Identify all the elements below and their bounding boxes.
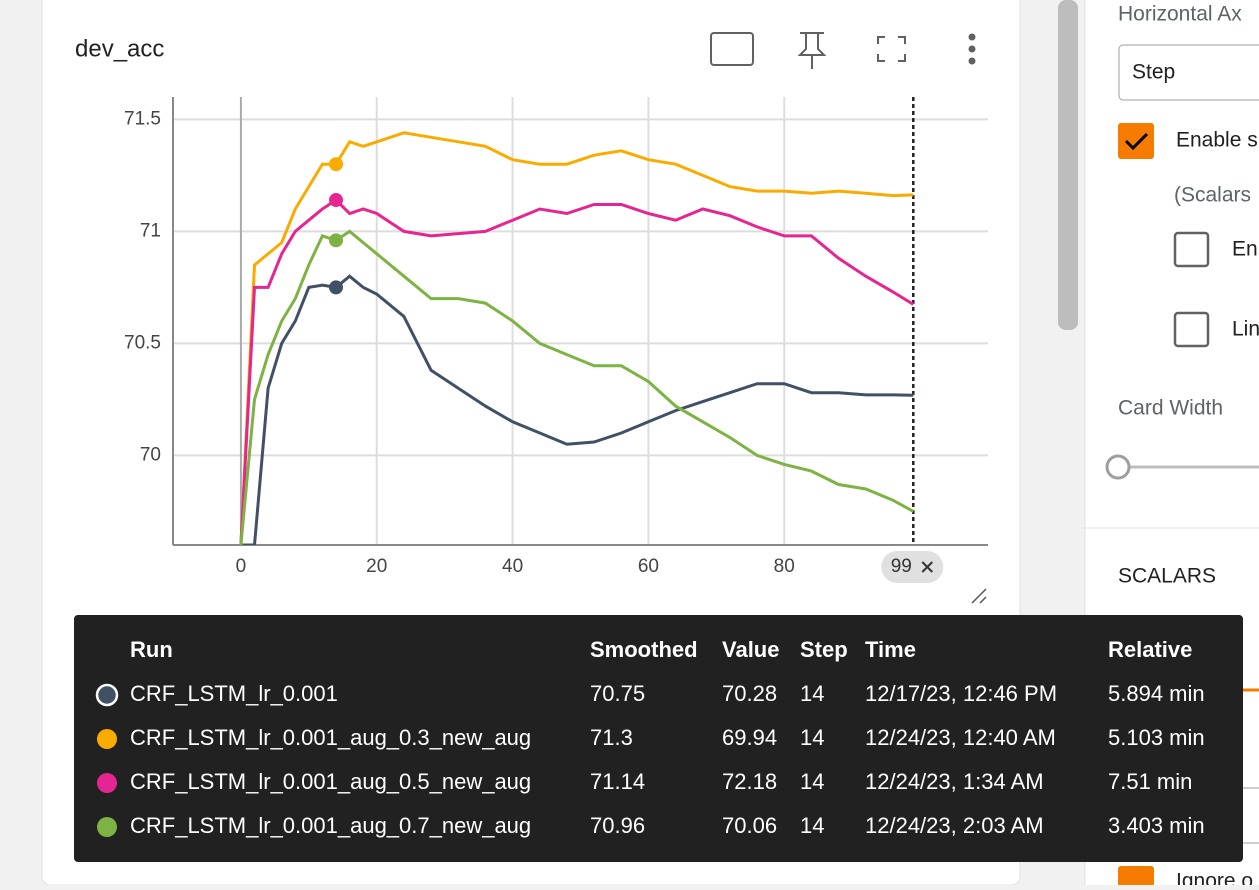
- checkbox-label: Ignore o: [1176, 870, 1253, 885]
- select[interactable]: [1118, 44, 1259, 101]
- x-tick-label: 80: [774, 556, 795, 577]
- run-swatch: [97, 773, 117, 793]
- tooltip-cell: 72.18: [722, 769, 777, 794]
- y-tick-label: 71.5: [124, 108, 161, 129]
- card-toolbar[interactable]: [710, 32, 976, 69]
- tooltip-cell: 70.75: [590, 681, 645, 706]
- run-swatch: [97, 817, 117, 837]
- series-line: [239, 198, 915, 545]
- y-tick-label: 71: [140, 220, 161, 241]
- tooltip-cell: 71.3: [590, 725, 633, 750]
- tooltip-box: [74, 615, 1243, 862]
- setting-label: Card Width: [1118, 397, 1223, 420]
- x-tick-label: 60: [638, 556, 659, 577]
- series-line: [239, 229, 915, 545]
- hover-dot: [329, 280, 343, 295]
- tooltip-cell: 14: [800, 813, 824, 838]
- tooltip-cell: 12/24/23, 12:40 AM: [865, 725, 1056, 750]
- tooltip-cell: 70.96: [590, 813, 645, 838]
- run-swatch: [95, 683, 119, 707]
- run-swatch: [97, 729, 117, 749]
- tooltip-cell: 14: [800, 725, 824, 750]
- x-tick-label: 20: [366, 556, 387, 577]
- hover-dot: [329, 157, 343, 172]
- tooltip-header: Smoothed: [590, 637, 698, 662]
- checkbox[interactable]: [1173, 311, 1210, 348]
- tooltip-cell: 12/24/23, 2:03 AM: [865, 813, 1044, 838]
- tooltip-cell: CRF_LSTM_lr_0.001: [130, 681, 338, 706]
- card-title: dev_acc: [75, 35, 164, 62]
- checkbox-label: Enable s: [1176, 129, 1258, 152]
- y-tick-label: 70: [140, 444, 161, 465]
- x-tick-label: 40: [502, 556, 523, 577]
- checkbox[interactable]: [1118, 866, 1154, 890]
- tooltip-cell: 12/17/23, 12:46 PM: [865, 681, 1057, 706]
- checkbox[interactable]: [1118, 123, 1154, 159]
- tooltip-cell: 69.94: [722, 725, 777, 750]
- tooltip-header: Value: [722, 637, 779, 662]
- checkbox-label: En: [1232, 238, 1258, 261]
- hover-dot: [329, 233, 343, 248]
- series-line: [239, 131, 914, 545]
- tooltip-cell: 7.51 min: [1108, 769, 1192, 794]
- hover-chip: [881, 551, 944, 583]
- setting-label: Horizontal Ax: [1118, 3, 1242, 26]
- tooltip: Run Smoothed Value Step Time Relative CRF_LSTM…: [74, 615, 1243, 862]
- slider-thumb[interactable]: [1105, 454, 1131, 480]
- plot: 70 70.5 71 71.5 0 20 40 60 80 99: [124, 97, 988, 583]
- select-value: Step: [1132, 61, 1175, 84]
- checkbox[interactable]: [1173, 231, 1210, 268]
- check-icon: [1124, 132, 1149, 151]
- hover-dot: [329, 193, 343, 208]
- section-title: SCALARS: [1118, 565, 1216, 588]
- tooltip-header: Step: [800, 637, 848, 662]
- tooltip-header: Run: [130, 637, 173, 662]
- series-line: [240, 274, 914, 545]
- checkbox-label: Lin: [1232, 318, 1259, 341]
- tooltip-cell: 70.06: [722, 813, 777, 838]
- scrollbar[interactable]: [1058, 0, 1078, 330]
- tooltip-cell: 70.28: [722, 681, 777, 706]
- tooltip-header: Relative: [1108, 637, 1192, 662]
- hover-step-label: 99: [891, 556, 912, 577]
- x-tick-label: 0: [236, 556, 247, 577]
- y-tick-label: 70.5: [124, 332, 161, 353]
- tooltip-cell: 12/24/23, 1:34 AM: [865, 769, 1044, 794]
- tooltip-cell: 71.14: [590, 769, 645, 794]
- tooltip-cell: CRF_LSTM_lr_0.001_aug_0.7_new_aug: [130, 813, 531, 838]
- tooltip-cell: 3.403 min: [1108, 813, 1205, 838]
- note: (Scalars: [1174, 184, 1251, 207]
- tooltip-cell: 5.894 min: [1108, 681, 1205, 706]
- close-icon: [921, 561, 933, 573]
- tooltip-cell: 14: [800, 769, 824, 794]
- resize-handle[interactable]: [971, 588, 987, 604]
- tooltip-cell: 14: [800, 681, 824, 706]
- tooltip-cell: CRF_LSTM_lr_0.001_aug_0.3_new_aug: [130, 725, 531, 750]
- tooltip-cell: 5.103 min: [1108, 725, 1205, 750]
- tooltip-header: Time: [865, 637, 916, 662]
- tooltip-cell: CRF_LSTM_lr_0.001_aug_0.5_new_aug: [130, 769, 531, 794]
